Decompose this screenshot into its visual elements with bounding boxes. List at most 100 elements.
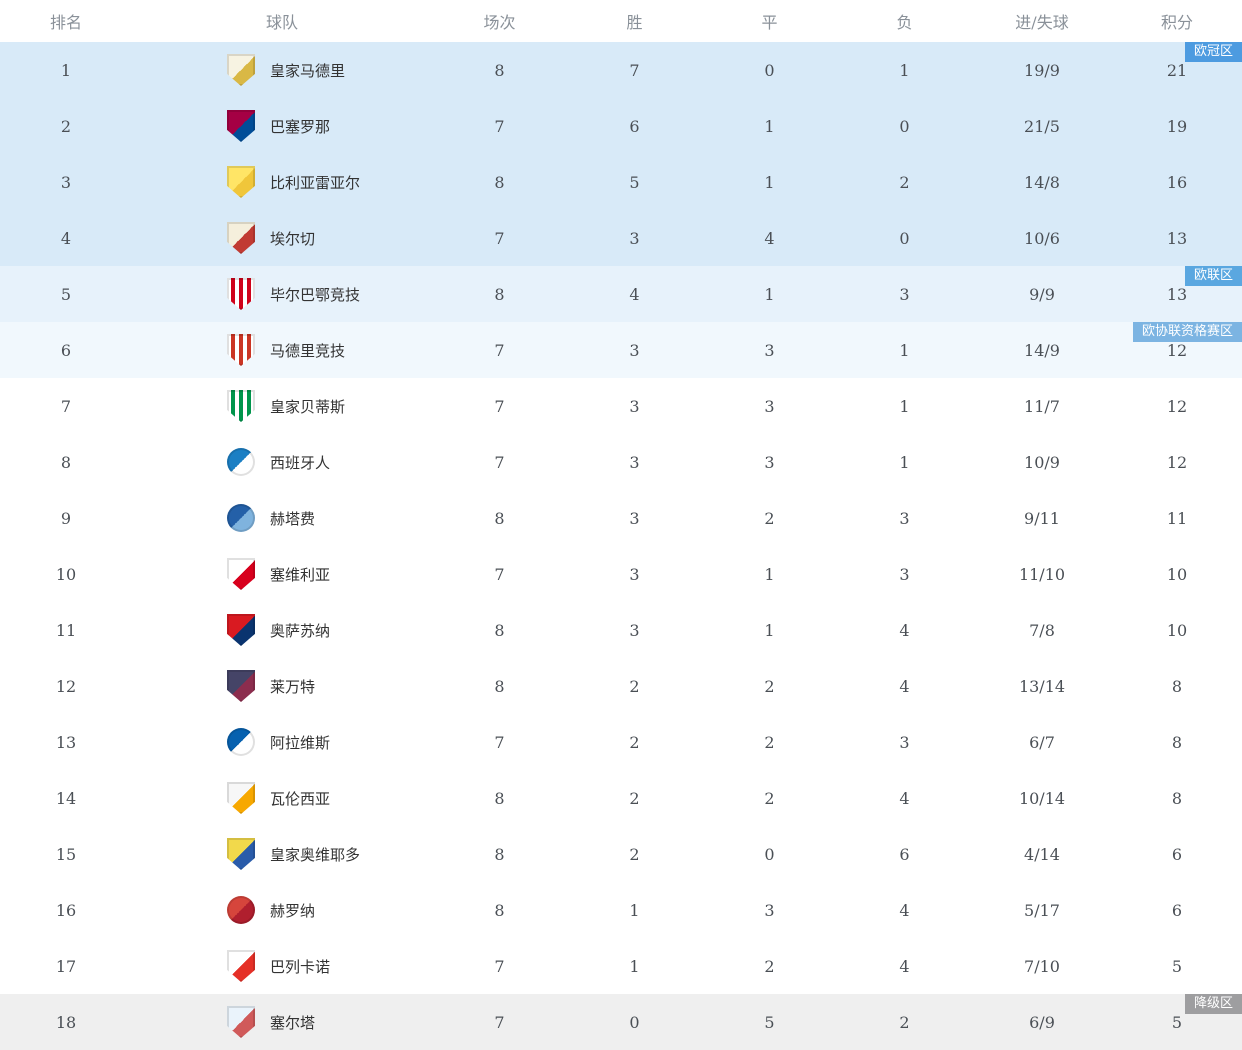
table-row[interactable]: 9 赫塔费 8 3 2 3 9/11 11 [0,490,1242,546]
rank-cell: 13 [55,732,77,752]
team-name[interactable]: 奥萨苏纳 [270,621,331,640]
team-name[interactable]: 比利亚雷亚尔 [270,173,361,192]
team-cell: 西班牙人 [132,448,432,476]
team-name[interactable]: 阿拉维斯 [270,733,331,752]
team-cell: 巴塞罗那 [132,110,432,142]
table-row[interactable]: 7 皇家贝蒂斯 7 3 3 1 11/7 12 [0,378,1242,434]
team-name[interactable]: 毕尔巴鄂竞技 [270,285,361,304]
rank-cell: 1 [60,60,72,80]
wins-cell: 4 [629,284,640,304]
losses-cell: 3 [899,564,910,584]
team-name[interactable]: 皇家奥维耶多 [270,845,361,864]
draws-cell: 1 [764,116,775,136]
losses-cell: 1 [899,60,910,80]
header-draws: 平 [761,13,778,32]
played-cell: 8 [494,788,505,808]
table-row[interactable]: 12 莱万特 8 2 2 4 13/14 8 [0,658,1242,714]
team-crest-icon [227,728,255,756]
team-cell: 赫塔费 [132,504,432,532]
header-team: 球队 [265,13,298,32]
played-cell: 8 [494,676,505,696]
points-cell: 10 [1166,620,1188,640]
team-name[interactable]: 瓦伦西亚 [270,789,331,808]
team-crest-icon [227,896,255,924]
draws-cell: 2 [764,676,775,696]
wins-cell: 3 [629,340,640,360]
losses-cell: 2 [899,172,910,192]
team-name[interactable]: 皇家马德里 [270,61,346,80]
played-cell: 8 [494,620,505,640]
team-cell: 莱万特 [132,670,432,702]
played-cell: 7 [494,452,505,472]
draws-cell: 1 [764,172,775,192]
table-row[interactable]: 17 巴列卡诺 7 1 2 4 7/10 5 [0,938,1242,994]
rank-cell: 6 [60,340,72,360]
team-name[interactable]: 马德里竞技 [270,341,346,360]
table-row[interactable]: 16 赫罗纳 8 1 3 4 5/17 6 [0,882,1242,938]
draws-cell: 3 [764,452,775,472]
team-name[interactable]: 塞尔塔 [270,1013,316,1032]
team-name[interactable]: 塞维利亚 [270,565,331,584]
losses-cell: 2 [899,1012,910,1032]
team-crest-icon [227,390,255,422]
draws-cell: 1 [764,620,775,640]
losses-cell: 4 [899,956,910,976]
points-cell: 6 [1171,844,1183,864]
table-row[interactable]: 11 奥萨苏纳 8 3 1 4 7/8 10 [0,602,1242,658]
zone-badge-europa-league: 欧联区 [1184,266,1242,286]
draws-cell: 2 [764,956,775,976]
team-name[interactable]: 巴列卡诺 [270,957,331,976]
table-row[interactable]: 8 西班牙人 7 3 3 1 10/9 12 [0,434,1242,490]
team-name[interactable]: 西班牙人 [270,453,331,472]
table-row[interactable]: 3 比利亚雷亚尔 8 5 1 2 14/8 16 [0,154,1242,210]
table-row[interactable]: 15 皇家奥维耶多 8 2 0 6 4/14 6 [0,826,1242,882]
team-name[interactable]: 埃尔切 [270,229,316,248]
losses-cell: 4 [899,788,910,808]
goals-cell: 14/9 [1024,340,1060,360]
played-cell: 7 [494,1012,505,1032]
wins-cell: 3 [629,620,640,640]
played-cell: 7 [494,340,505,360]
table-row[interactable]: 4 埃尔切 7 3 4 0 10/6 13 [0,210,1242,266]
points-cell: 8 [1171,788,1183,808]
table-row[interactable]: 5 毕尔巴鄂竞技 8 4 1 3 9/9 13 欧联区 [0,266,1242,322]
table-row[interactable]: 1 皇家马德里 8 7 0 1 19/9 21 欧冠区 [0,42,1242,98]
rank-cell: 5 [60,284,72,304]
table-row[interactable]: 10 塞维利亚 7 3 1 3 11/10 10 [0,546,1242,602]
table-row[interactable]: 2 巴塞罗那 7 6 1 0 21/5 19 [0,98,1242,154]
table-row[interactable]: 18 塞尔塔 7 0 5 2 6/9 5 降级区 [0,994,1242,1050]
goals-cell: 9/9 [1029,284,1055,304]
goals-cell: 13/14 [1018,676,1066,696]
team-name[interactable]: 赫塔费 [270,509,316,528]
rank-cell: 2 [60,116,72,136]
points-cell: 12 [1166,452,1188,472]
draws-cell: 2 [764,508,775,528]
header-wins: 胜 [626,13,643,32]
wins-cell: 3 [629,564,640,584]
team-name[interactable]: 赫罗纳 [270,901,316,920]
goals-cell: 14/8 [1024,172,1060,192]
team-name[interactable]: 皇家贝蒂斯 [270,397,346,416]
team-crest-icon [227,448,255,476]
rank-cell: 10 [55,564,77,584]
table-row[interactable]: 14 瓦伦西亚 8 2 2 4 10/14 8 [0,770,1242,826]
rank-cell: 17 [55,956,77,976]
table-row[interactable]: 6 马德里竞技 7 3 3 1 14/9 12 欧协联资格赛区 [0,322,1242,378]
rank-cell: 8 [60,452,72,472]
losses-cell: 4 [899,676,910,696]
rank-cell: 15 [55,844,77,864]
points-cell: 5 [1171,956,1183,976]
team-crest-icon [227,670,255,702]
played-cell: 8 [494,172,505,192]
points-cell: 8 [1171,676,1183,696]
team-name[interactable]: 莱万特 [270,677,316,696]
goals-cell: 6/7 [1029,732,1055,752]
draws-cell: 3 [764,340,775,360]
table-row[interactable]: 13 阿拉维斯 7 2 2 3 6/7 8 [0,714,1242,770]
team-crest-icon [227,278,255,310]
draws-cell: 2 [764,732,775,752]
team-crest-icon [227,504,255,532]
team-name[interactable]: 巴塞罗那 [270,117,331,136]
rank-cell: 16 [55,900,77,920]
